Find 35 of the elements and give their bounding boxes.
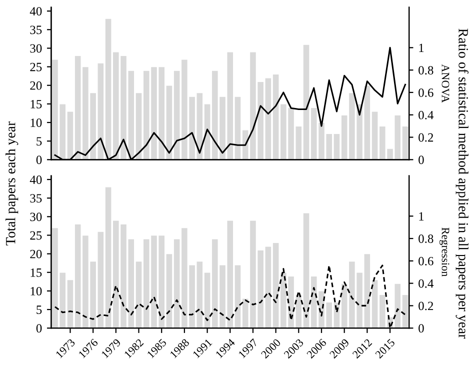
y2-tick-label: 0.4: [418, 110, 434, 120]
y-tick-label: 5: [36, 137, 42, 146]
y2-tick-label: 0.8: [418, 234, 434, 244]
y2-tick-label: 1: [419, 44, 424, 52]
y-tick-label: 15: [30, 268, 42, 277]
y2-axis-title: Regression: [439, 228, 450, 276]
line-series: [54, 46, 406, 160]
y2-tick-label: 0.6: [418, 256, 434, 266]
y-tick-label: 20: [30, 250, 42, 258]
y-tick-label: 20: [30, 81, 42, 90]
y-tick-label: 25: [30, 62, 42, 72]
y-axis-title: Total papers each year: [6, 121, 18, 246]
y-tick-label: 10: [30, 286, 42, 296]
y2-tick-label: 0: [418, 156, 424, 164]
y2-tick-label: 0: [418, 324, 424, 333]
y-tick-label: 40: [30, 7, 42, 16]
y-tick-label: 30: [30, 212, 42, 222]
y-tick-label: 25: [30, 231, 42, 240]
y-tick-label: 35: [30, 26, 42, 34]
y2-tick-label: 0.4: [418, 279, 434, 288]
y2-axis-title: ANOVA: [442, 64, 450, 103]
y2-tick-label: 0.6: [418, 88, 434, 97]
y-tick-label: 10: [30, 118, 42, 127]
y-tick-label: 35: [30, 194, 42, 203]
y2-tick-label: 0.2: [418, 133, 434, 142]
y2-tick-label: 0.2: [418, 302, 434, 310]
y-tick-label: 15: [30, 100, 42, 108]
y-tick-label: 5: [36, 306, 42, 314]
text: Ratio of statistical method applied in all papers per year: [456, 28, 469, 339]
y-tick-label: 40: [30, 176, 42, 184]
y-tick-label: 30: [30, 44, 42, 53]
y2-tick-label: 0.8: [418, 66, 434, 75]
y-tick-label: 0: [36, 324, 42, 333]
y-tick-label: 0: [36, 156, 42, 164]
y2-tick-label: 1: [419, 212, 424, 220]
